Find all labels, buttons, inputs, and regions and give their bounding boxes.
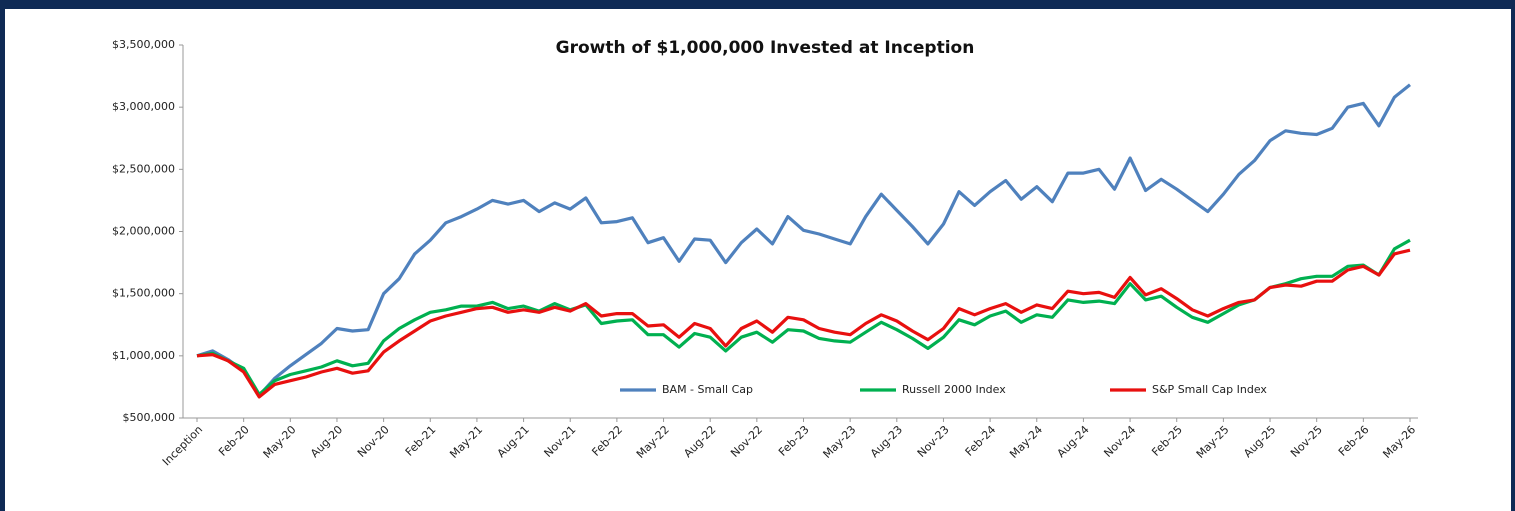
x-tick-label: Feb-21 [403, 423, 439, 459]
series-line [196, 238, 1411, 396]
y-tick-label: $3,500,000 [112, 38, 175, 51]
legend-label: S&P Small Cap Index [1152, 383, 1267, 396]
x-tick-label: Nov-20 [355, 423, 392, 460]
x-tick-label: Aug-24 [1055, 423, 1092, 460]
x-tick-label: May-20 [261, 423, 299, 461]
x-tick-label: Inception [160, 423, 205, 468]
x-tick-label: May-26 [1380, 423, 1418, 461]
x-tick-label: Aug-22 [681, 423, 718, 460]
x-tick-label: May-25 [1194, 423, 1232, 461]
x-tick-label: Feb-22 [589, 423, 625, 459]
chart-title: Growth of $1,000,000 Invested at Incepti… [556, 38, 975, 58]
x-tick-label: Nov-21 [542, 423, 579, 460]
legend-label: BAM - Small Cap [662, 383, 753, 396]
y-tick-label: $2,000,000 [112, 225, 175, 238]
x-tick-label: May-22 [634, 423, 672, 461]
x-tick-label: Aug-25 [1241, 423, 1278, 460]
series-line [196, 83, 1411, 398]
x-tick-label: Feb-26 [1336, 423, 1372, 459]
x-tick-label: Nov-22 [728, 423, 765, 460]
x-tick-label: Aug-20 [308, 423, 345, 460]
y-tick-label: $1,000,000 [112, 349, 175, 362]
x-tick-label: Feb-20 [216, 423, 252, 459]
x-tick-label: May-21 [447, 423, 485, 461]
y-tick-label: $1,500,000 [112, 287, 175, 300]
x-tick-label: Aug-23 [868, 423, 905, 460]
x-tick-label: Nov-25 [1288, 423, 1325, 460]
x-tick-label: Aug-21 [495, 423, 532, 460]
legend-label: Russell 2000 Index [902, 383, 1006, 396]
x-tick-label: Nov-24 [1101, 423, 1138, 460]
y-tick-label: $2,500,000 [112, 162, 175, 175]
x-tick-label: May-24 [1007, 423, 1045, 461]
y-tick-label: $3,000,000 [112, 100, 175, 113]
y-tick-label: $500,000 [123, 411, 176, 424]
series-line [196, 248, 1411, 399]
x-tick-label: Feb-25 [1149, 423, 1185, 459]
x-tick-label: Nov-23 [915, 423, 952, 460]
x-tick-label: Feb-23 [776, 423, 812, 459]
x-tick-label: Feb-24 [963, 423, 999, 459]
x-tick-label: May-23 [821, 423, 859, 461]
